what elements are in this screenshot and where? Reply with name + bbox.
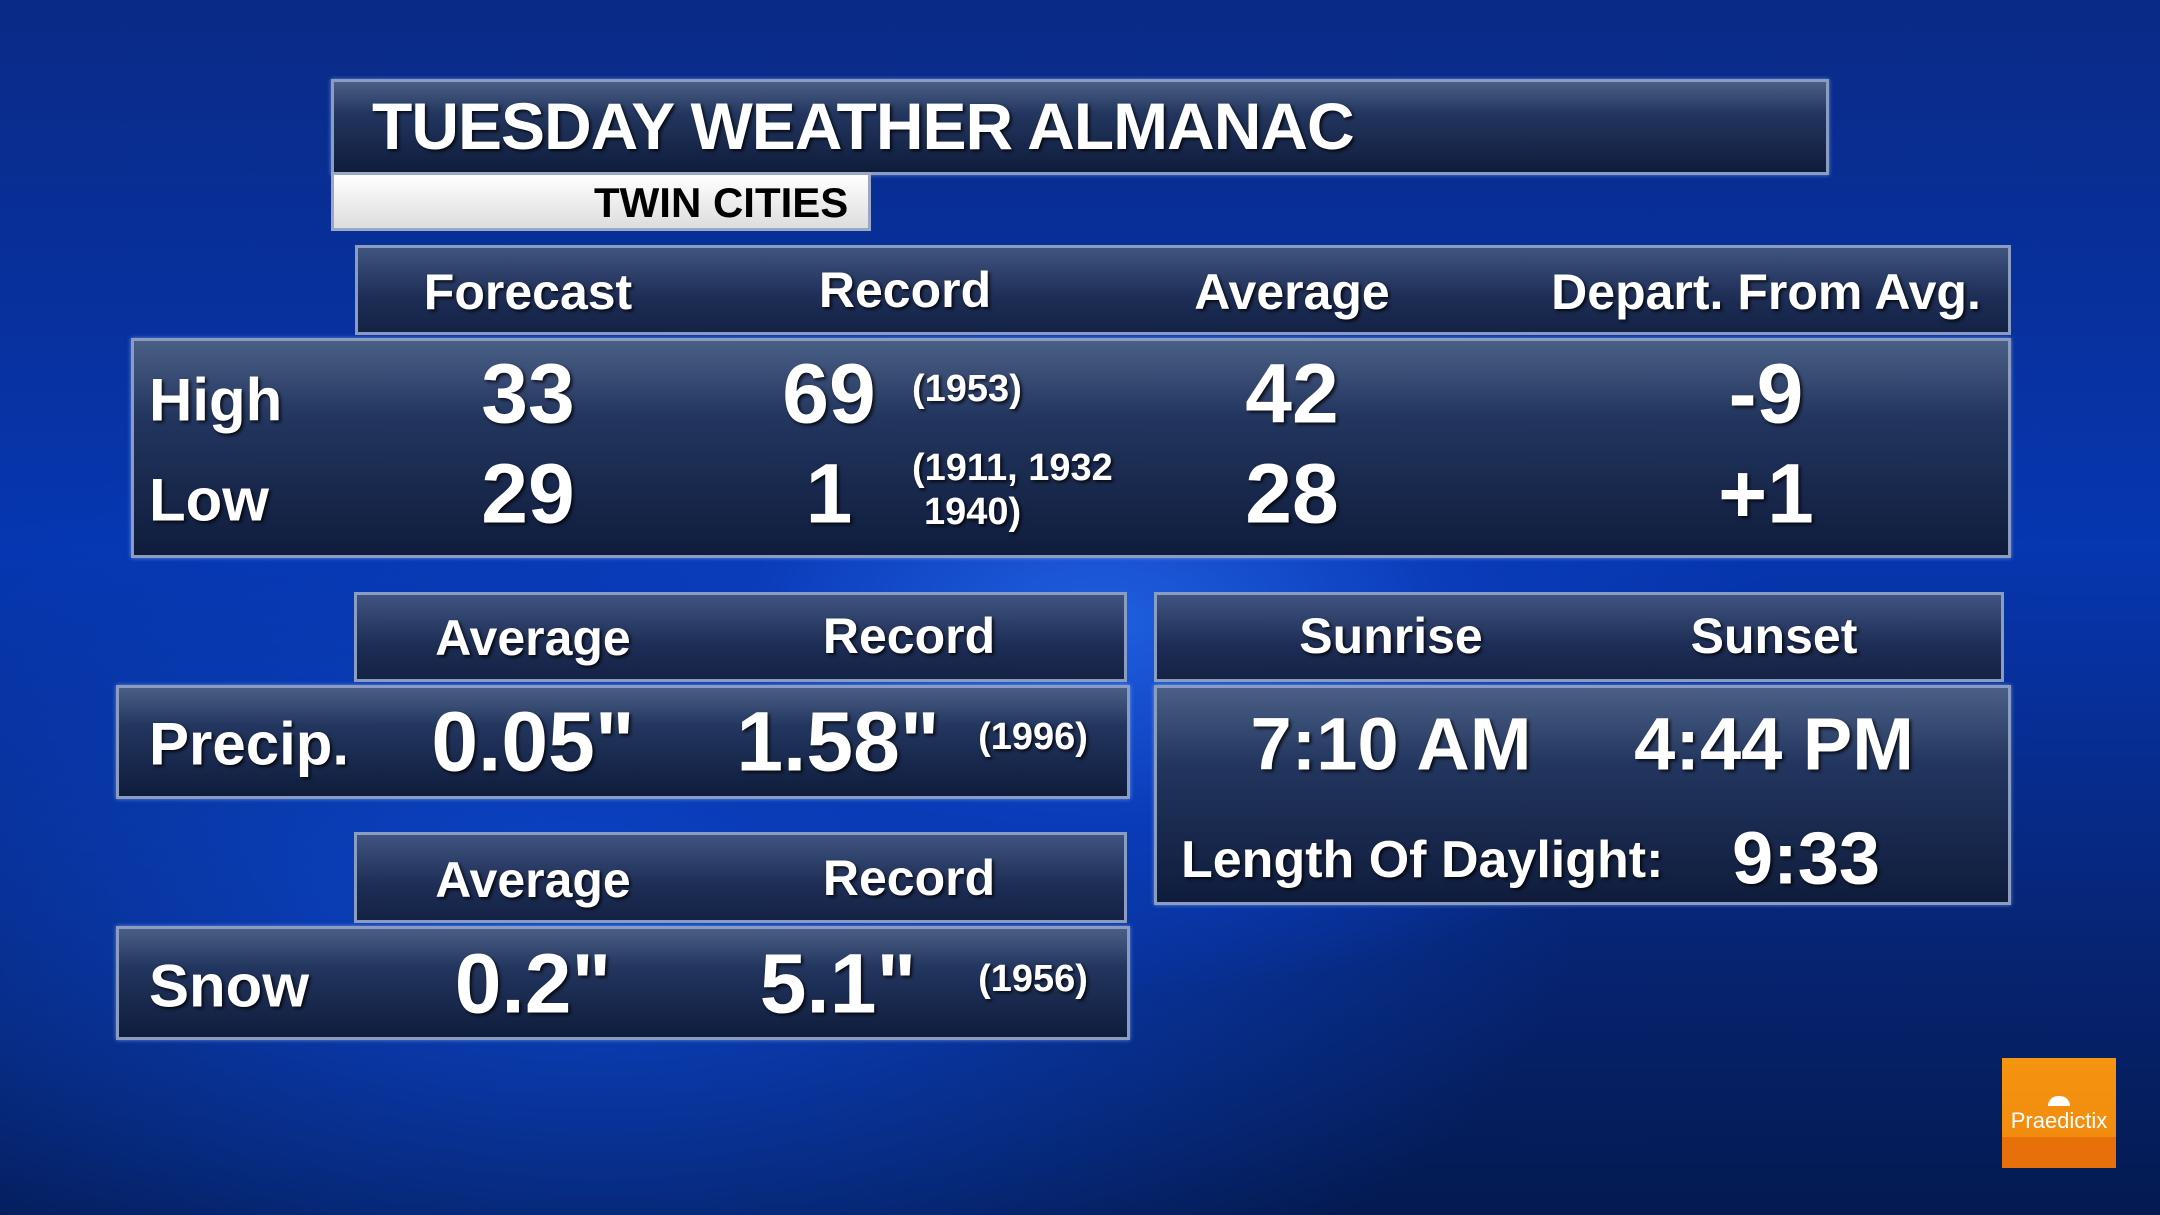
snow-header xyxy=(354,832,1127,923)
precip-average: 0.05" xyxy=(431,694,635,789)
snow-record: 5.1" xyxy=(759,936,917,1031)
header-forecast: Forecast xyxy=(423,264,633,320)
precip-record: 1.58" xyxy=(736,694,940,789)
high-departure: -9 xyxy=(1728,346,1804,441)
low-record-years-cont: 1940) xyxy=(924,491,1022,534)
low-forecast: 29 xyxy=(481,446,575,541)
location-label: TWIN CITIES xyxy=(594,179,849,226)
temps-panel xyxy=(131,338,2011,558)
high-average: 42 xyxy=(1245,346,1339,441)
header-departure: Depart. From Avg. xyxy=(1551,264,1981,320)
high-forecast: 33 xyxy=(481,346,575,441)
low-label: Low xyxy=(149,466,269,534)
precip-label: Precip. xyxy=(149,710,350,778)
low-record-years: (1911, 1932 xyxy=(912,447,1113,490)
header-sunset: Sunset xyxy=(1690,608,1858,664)
snow-average: 0.2" xyxy=(454,936,612,1031)
precip-header-average: Average xyxy=(435,610,631,666)
precip-header xyxy=(354,592,1127,682)
daylight-value: 9:33 xyxy=(1731,816,1881,900)
snow-header-record: Record xyxy=(822,850,996,906)
sunrise-time: 7:10 AM xyxy=(1250,702,1532,786)
temps-header xyxy=(355,245,2011,335)
header-sunrise: Sunrise xyxy=(1299,608,1483,664)
precip-panel xyxy=(116,685,1130,799)
praedictix-logo: Praedictix xyxy=(2002,1058,2116,1168)
low-departure: +1 xyxy=(1718,446,1814,541)
title-bar xyxy=(331,79,1829,175)
umbrella-icon xyxy=(2048,1096,2070,1106)
low-record: 1 xyxy=(805,446,853,541)
location-tab xyxy=(331,172,871,231)
logo-text: Praedictix xyxy=(2010,1108,2108,1133)
page-title: TUESDAY WEATHER ALMANAC xyxy=(372,89,1355,163)
sun-panel xyxy=(1154,685,2011,905)
low-average: 28 xyxy=(1245,446,1339,541)
sunset-time: 4:44 PM xyxy=(1634,702,1914,786)
snow-panel xyxy=(116,926,1130,1040)
snow-label: Snow xyxy=(149,952,309,1020)
header-record: Record xyxy=(818,262,992,318)
snow-record-year: (1956) xyxy=(978,958,1088,1001)
precip-header-record: Record xyxy=(822,608,996,664)
snow-header-average: Average xyxy=(435,852,631,908)
daylight-label: Length Of Daylight: xyxy=(1181,831,1664,889)
high-label: High xyxy=(149,366,283,434)
sun-header xyxy=(1154,592,2004,682)
high-record: 69 xyxy=(782,346,876,441)
precip-record-year: (1996) xyxy=(978,716,1088,759)
header-average: Average xyxy=(1194,264,1390,320)
high-record-year: (1953) xyxy=(912,368,1022,411)
